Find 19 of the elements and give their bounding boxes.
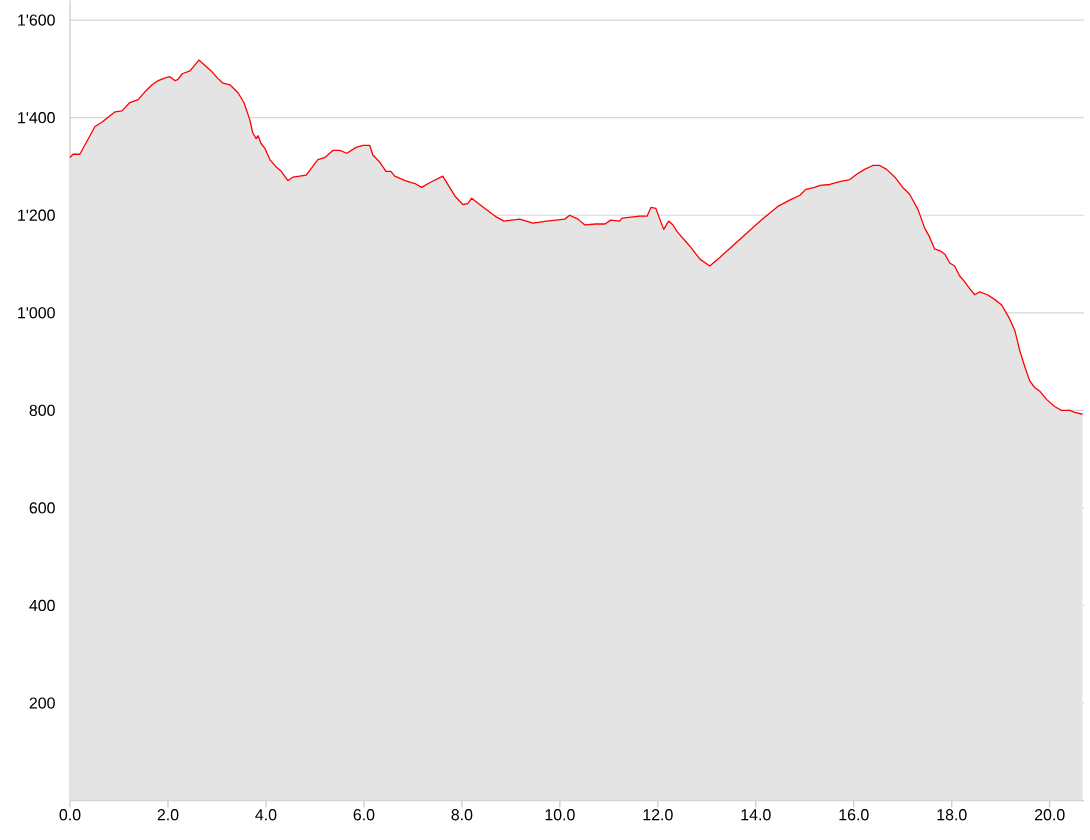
x-tick-label: 12.0 [643,809,673,821]
x-tick-label: 4.0 [255,809,277,821]
y-tick-label: 800 [29,404,55,417]
x-tick-label: 0.0 [59,809,81,821]
y-tick-label: 600 [29,502,55,514]
y-tick-label: 1'200 [18,209,55,222]
x-tick-label: 18.0 [937,809,967,821]
x-tick-label: 20.0 [1034,809,1065,821]
x-tick-label: 16.0 [839,809,869,821]
y-tick-label: 1'000 [18,307,55,319]
y-tick-label: 200 [29,697,55,709]
x-tick-label: 2.0 [157,809,179,821]
y-tick-label: 400 [29,600,55,612]
x-tick-label: 8.0 [451,809,473,821]
x-tick-label: 10.0 [545,809,575,821]
y-tick-label: 1'400 [18,112,55,124]
y-tick-label: 1'600 [18,14,55,26]
x-tick-label: 6.0 [353,809,375,821]
x-tick-label: 14.0 [741,809,771,821]
